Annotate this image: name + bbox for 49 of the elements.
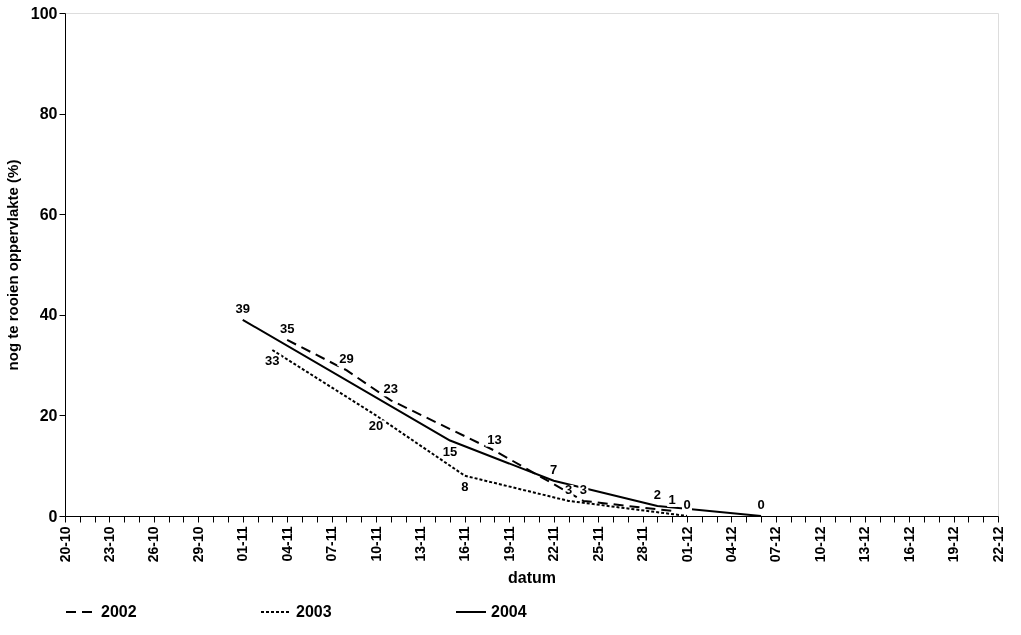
y-tick-label: 20 [39,406,58,424]
data-label: 3 [564,481,573,497]
x-tick-label: 13-11 [411,526,428,562]
data-label: 1 [668,491,676,507]
x-tick-label: 23-10 [100,526,117,563]
x-tick-label: 16-12 [900,526,917,563]
data-label: 13 [487,431,502,447]
x-tick-label: 29-10 [189,526,206,563]
data-label: 7 [550,461,558,477]
data-label: 23 [383,381,399,397]
x-tick-label: 16-11 [456,526,473,562]
data-label: 33 [265,353,280,369]
x-tick-label: 22-11 [545,526,562,562]
x-tick-label: 10-11 [367,526,384,562]
x-tick-label: 28-11 [634,526,651,562]
x-tick-label: 04-11 [278,526,295,562]
x-tick-label: 07-11 [323,526,340,562]
x-tick-label: 07-12 [767,526,784,563]
x-tick-label: 25-11 [589,526,606,562]
x-tick-label: 01-11 [234,526,251,562]
x-tick-label: 26-10 [145,526,162,563]
legend-label: 2002 [101,603,137,620]
y-tick-label: 80 [39,105,58,123]
y-tick-label: 0 [48,507,58,525]
x-tick-label: 04-12 [722,526,739,563]
data-label: 0 [683,497,691,512]
y-tick-label: 60 [39,205,58,223]
data-label: 15 [442,443,458,459]
x-tick-label: 19-12 [945,526,962,563]
y-axis-title: nog te rooien oppervlakte (%) [3,159,21,371]
x-tick-label: 22-12 [989,526,1006,563]
legend-label: 2004 [491,603,527,620]
data-label: 35 [279,320,295,336]
x-tick-label: 20-10 [56,526,73,563]
y-tick-label: 40 [39,306,58,324]
x-axis-title: datum [508,569,556,587]
data-label: 29 [339,351,354,367]
data-label: 0 [757,497,765,512]
x-tick-label: 01-12 [678,526,695,563]
data-label: 20 [368,418,384,434]
x-tick-label: 19-11 [500,526,517,562]
x-tick-label: 10-12 [811,526,828,563]
data-label: 39 [235,300,250,316]
y-tick-label: 100 [30,4,58,22]
data-label: 3 [579,481,587,497]
legend-label: 2003 [296,603,332,620]
data-label: 2 [653,486,661,502]
x-tick-label: 13-12 [856,526,873,563]
data-label: 8 [461,478,469,494]
